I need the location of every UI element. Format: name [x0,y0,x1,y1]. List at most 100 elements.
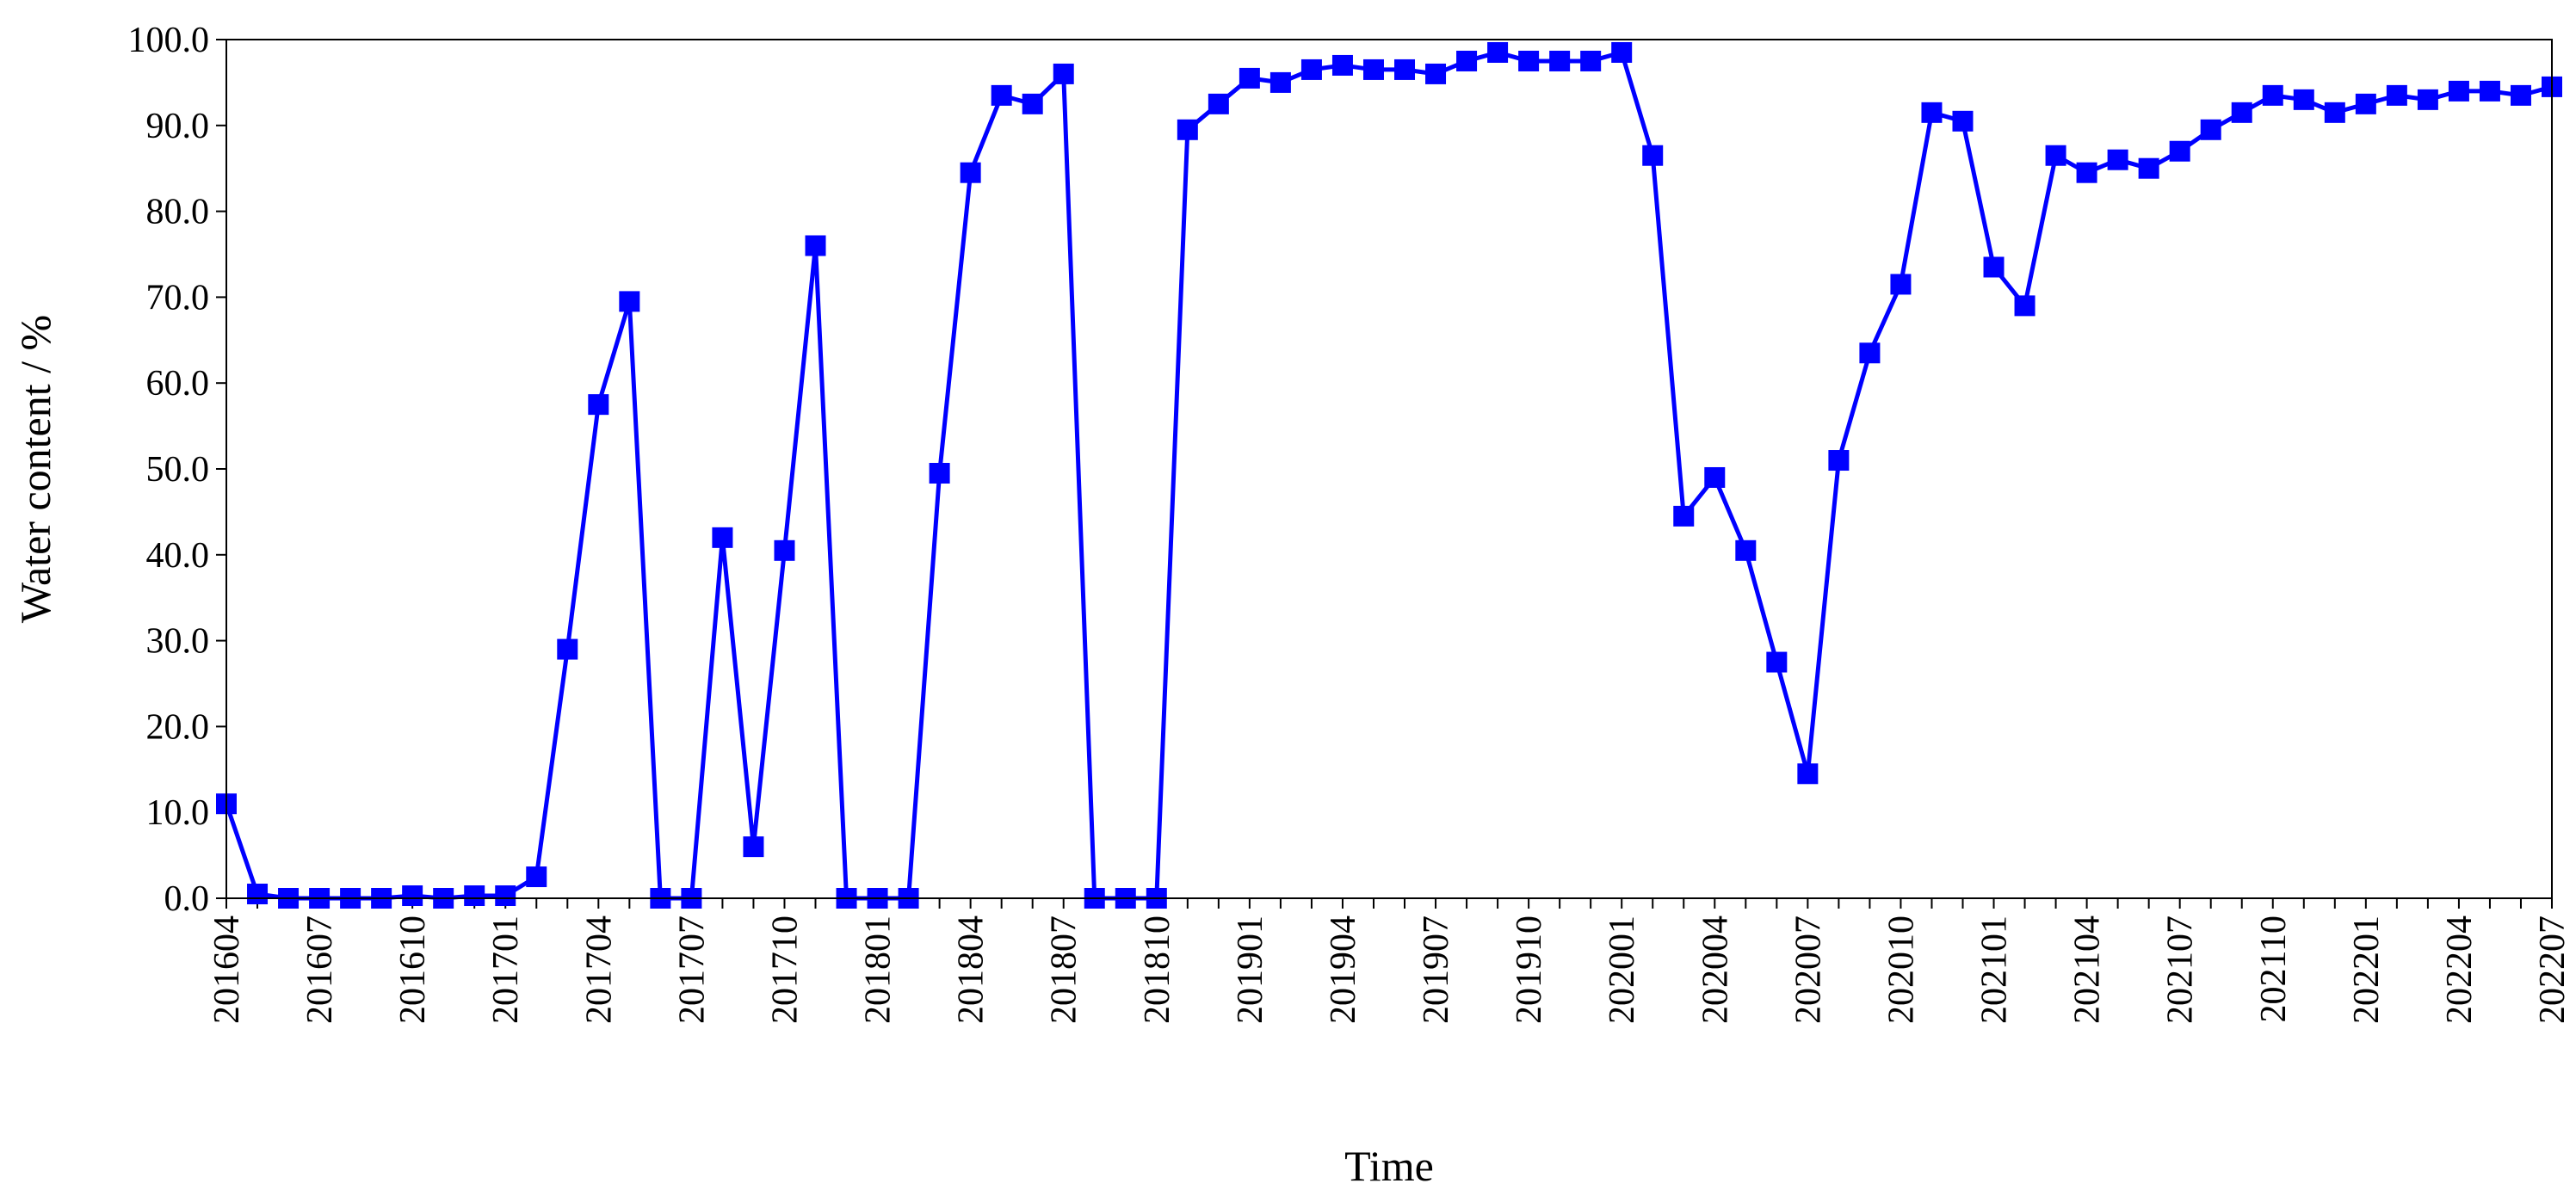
data-point [2417,89,2438,110]
data-point [1425,63,1447,84]
x-tick-label: 202207 [2533,915,2573,1024]
data-point [1921,102,1943,123]
data-point [1673,505,1695,527]
x-tick-label: 201804 [952,915,991,1024]
x-tick-label: 201904 [1324,915,1363,1024]
data-point [2479,80,2500,102]
data-point [774,539,795,561]
x-tick-label: 201810 [1138,915,1177,1024]
x-tick-label: 202004 [1696,915,1735,1024]
x-tick-label: 201707 [672,915,712,1024]
x-tick-label: 202001 [1603,915,1642,1024]
data-point [712,527,733,548]
data-point [1518,50,1540,71]
data-point [1952,110,1974,132]
x-tick-label: 202201 [2347,915,2387,1024]
data-point [1704,466,1726,488]
y-tick-label: 90.0 [146,107,210,146]
data-point [2200,119,2221,140]
x-tick-label: 201704 [579,915,619,1024]
x-tick-label: 202101 [1975,915,2015,1024]
data-point [1362,59,1384,80]
data-point [1766,651,1788,673]
y-tick-label: 40.0 [146,536,210,576]
data-point [2231,102,2252,123]
data-point [2076,162,2097,183]
data-point [1642,145,1664,166]
data-point [2014,295,2035,317]
data-point [1022,93,1043,114]
y-tick-label: 70.0 [146,278,210,317]
x-tick-label: 202007 [1788,915,1828,1024]
x-tick-label: 201701 [486,915,526,1024]
x-tick-label: 202107 [2161,915,2201,1024]
x-tick-label: 201610 [393,915,433,1024]
data-point [1797,763,1819,785]
data-point [2107,149,2128,170]
data-point [991,84,1012,106]
x-axis-ticks: 201604 201607 201610 201701 201704 201707 2017… [207,898,2573,1024]
y-tick-label: 50.0 [146,450,210,490]
x-axis-title: Time [1344,1142,1434,1190]
data-point [557,638,578,660]
y-tick-label: 10.0 [146,793,210,833]
series-line [224,50,2553,901]
x-tick-label: 201901 [1231,915,1270,1024]
data-point [2510,84,2531,106]
x-tick-label: 202110 [2254,915,2294,1022]
data-point [2169,140,2190,162]
data-point [1983,256,2005,278]
data-point [2324,102,2345,123]
y-tick-label: 20.0 [146,707,210,747]
data-point [588,394,609,416]
data-point [247,884,269,905]
y-tick-label: 100.0 [128,21,210,60]
x-tick-label: 201607 [300,915,340,1024]
y-tick-label: 60.0 [146,364,210,404]
x-tick-label: 202010 [1881,915,1921,1024]
x-tick-label: 201801 [859,915,899,1024]
data-point [402,885,423,907]
x-tick-label: 202204 [2440,915,2480,1024]
data-point [960,162,981,183]
y-tick-label: 30.0 [146,622,210,662]
y-tick-label: 80.0 [146,193,210,232]
plot-frame [225,39,2553,899]
data-point [1053,63,1074,84]
data-point [526,866,547,888]
data-point [1580,50,1602,71]
x-tick-label: 201910 [1510,915,1549,1024]
data-point [743,836,764,858]
data-point [464,885,485,907]
data-point [1735,539,1757,561]
data-point [1549,50,1571,71]
data-point [1269,71,1291,93]
data-point [1331,54,1353,76]
data-point [2448,80,2469,102]
data-point [2386,84,2407,106]
data-point [1394,59,1416,80]
data-point [1239,67,1260,89]
x-tick-label: 201710 [765,915,805,1024]
x-tick-label: 201907 [1417,915,1456,1024]
series-markers [216,41,2562,909]
data-point [1890,274,1912,295]
x-tick-label: 201807 [1045,915,1084,1024]
data-point [2262,84,2283,106]
data-point [619,291,640,312]
y-tick-label: 0.0 [164,879,210,919]
data-point [1611,41,1633,63]
data-point [2355,93,2376,114]
x-tick-label: 201604 [207,915,247,1024]
data-point [1487,41,1509,63]
x-tick-label: 202104 [2068,915,2108,1024]
data-point [1828,450,1850,472]
data-point [1177,119,1198,140]
plot-area [216,41,2562,909]
data-point [495,885,516,907]
data-point [1300,59,1322,80]
data-point [2138,157,2159,179]
y-axis-title: Water content / % [11,315,59,623]
data-point [1456,50,1478,71]
